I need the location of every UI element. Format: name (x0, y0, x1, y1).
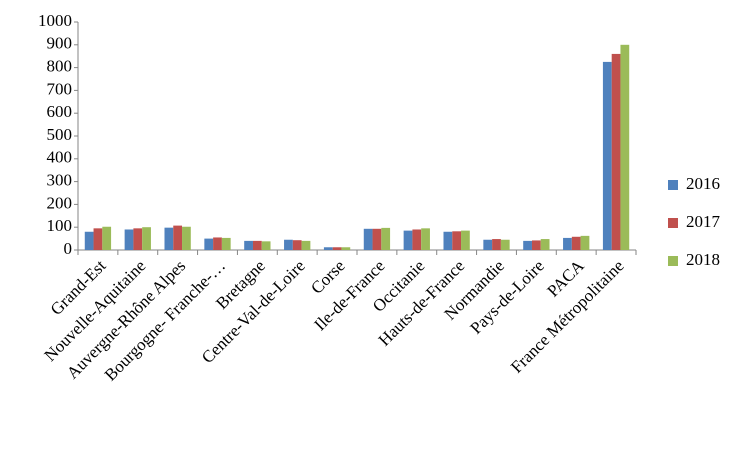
bar (244, 240, 253, 250)
y-tick-label: 900 (47, 34, 73, 53)
y-tick-label: 600 (47, 102, 73, 121)
bar (620, 44, 630, 250)
bar (102, 226, 112, 250)
legend-swatch (668, 218, 678, 228)
bar (213, 237, 222, 250)
bar (301, 240, 311, 250)
bar (363, 228, 373, 250)
bar (571, 236, 581, 250)
bar (580, 235, 590, 250)
y-tick-label: 1000 (38, 11, 72, 30)
y-tick-label: 0 (64, 239, 73, 258)
y-tick-label: 200 (47, 193, 73, 212)
bar (540, 239, 550, 250)
bar (602, 61, 612, 251)
legend-label: 2016 (686, 174, 720, 193)
bar (204, 238, 214, 250)
bar (443, 231, 453, 250)
bar (323, 247, 333, 250)
bar (261, 241, 271, 250)
bar (173, 225, 183, 250)
bar (452, 231, 462, 250)
bar (142, 227, 151, 250)
bar (221, 237, 231, 250)
bar (292, 240, 302, 250)
bar (461, 230, 470, 250)
bar (133, 228, 143, 250)
bar (284, 239, 293, 250)
bar (523, 240, 532, 250)
y-tick-label: 100 (47, 216, 73, 235)
bar (483, 239, 493, 250)
bar (341, 247, 351, 250)
y-tick-label: 700 (47, 79, 73, 98)
y-tick-label: 400 (47, 148, 73, 167)
legend-swatch (668, 180, 678, 190)
bar (332, 247, 342, 250)
y-tick-label: 300 (47, 171, 73, 190)
bar (500, 239, 510, 250)
bar (421, 228, 430, 250)
bar (84, 231, 94, 250)
bar (531, 240, 541, 250)
bar (182, 226, 191, 250)
y-tick-label: 800 (47, 57, 73, 76)
legend-swatch (668, 256, 678, 266)
bar (403, 230, 413, 250)
bar (381, 227, 391, 250)
bar (372, 228, 382, 250)
bar (252, 240, 262, 250)
bar (492, 239, 501, 250)
legend-label: 2017 (686, 212, 721, 231)
y-tick-label: 500 (47, 125, 73, 144)
bar (93, 228, 103, 250)
bar (164, 227, 174, 250)
bar (611, 53, 621, 250)
legend-label: 2018 (686, 250, 720, 269)
bar (563, 237, 572, 250)
bar (412, 229, 422, 250)
bar (124, 229, 134, 250)
